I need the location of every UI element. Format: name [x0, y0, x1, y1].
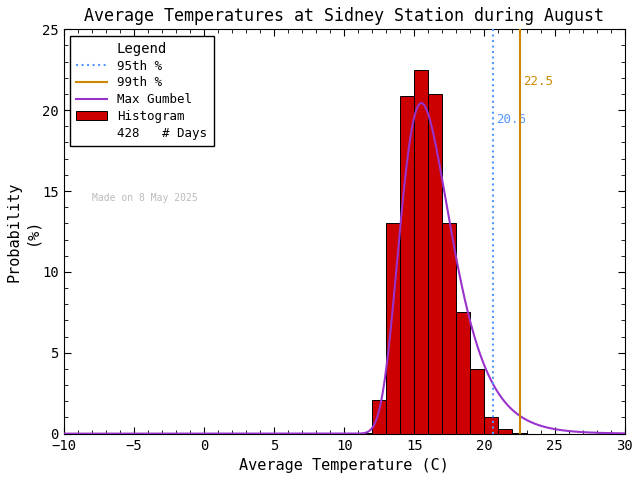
Legend: 95th %, 99th %, Max Gumbel, Histogram, 428   # Days: 95th %, 99th %, Max Gumbel, Histogram, 4… — [70, 36, 214, 146]
Bar — [428, 94, 442, 433]
Max Gumbel — [333, 431, 340, 436]
95th % — [489, 415, 497, 420]
Bar — [484, 418, 499, 433]
Bar — [400, 96, 414, 433]
Max Gumbel — [417, 100, 425, 106]
Y-axis label: Probability
(%): Probability (%) — [7, 181, 39, 282]
Max Gumbel — [605, 430, 612, 436]
Title: Average Temperatures at Sidney Station during August: Average Temperatures at Sidney Station d… — [84, 7, 604, 25]
Max Gumbel — [60, 431, 68, 436]
Bar — [414, 70, 428, 433]
Max Gumbel — [318, 431, 326, 436]
Bar — [387, 223, 400, 433]
Bar — [456, 312, 470, 433]
Max Gumbel — [88, 431, 96, 436]
Text: 20.6: 20.6 — [497, 113, 526, 126]
Bar — [442, 223, 456, 433]
95th % — [489, 431, 497, 436]
99th % — [516, 431, 524, 436]
Bar — [372, 400, 387, 433]
Bar — [499, 429, 513, 433]
Text: 22.5: 22.5 — [523, 74, 553, 87]
Max Gumbel — [502, 400, 509, 406]
99th % — [516, 415, 524, 420]
X-axis label: Average Temperature (C): Average Temperature (C) — [239, 458, 449, 473]
Max Gumbel — [621, 431, 628, 436]
Text: Made on 8 May 2025: Made on 8 May 2025 — [92, 193, 198, 203]
Max Gumbel — [605, 430, 612, 436]
Line: Max Gumbel: Max Gumbel — [64, 103, 625, 433]
Bar — [470, 369, 484, 433]
